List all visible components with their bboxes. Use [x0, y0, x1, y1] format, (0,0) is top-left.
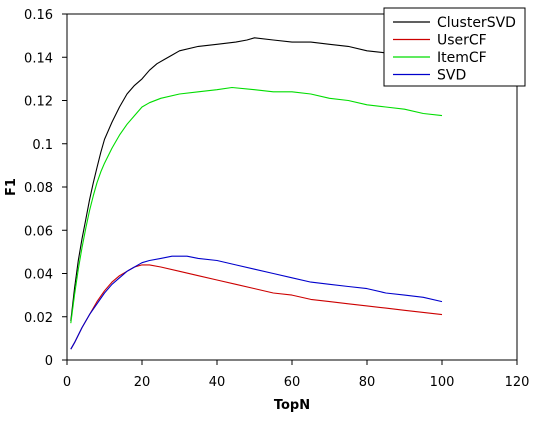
y-tick-label: 0.06	[24, 224, 53, 239]
x-tick-label: 40	[209, 375, 226, 390]
legend-label-usercf: UserCF	[437, 33, 487, 49]
x-tick-label: 60	[284, 375, 301, 390]
y-tick-label: 0	[45, 354, 53, 369]
x-axis-title: TopN	[274, 398, 310, 413]
y-tick-label: 0.14	[24, 51, 53, 66]
y-tick-label: 0.04	[24, 268, 53, 283]
x-tick-label: 120	[505, 375, 530, 390]
legend-label-clustersvd: ClusterSVD	[437, 15, 516, 31]
series-line-svd	[70, 255, 443, 350]
series-line-clustersvd	[70, 37, 443, 322]
x-tick-label: 0	[63, 375, 71, 390]
legend-label-itemcf: ItemCF	[437, 50, 487, 66]
x-tick-label: 20	[134, 375, 151, 390]
x-tick-label: 100	[430, 375, 455, 390]
y-tick-label: 0.1	[32, 138, 53, 153]
series-line-itemcf	[70, 86, 443, 324]
x-tick-label: 80	[359, 375, 376, 390]
legend-label-svd: SVD	[437, 68, 466, 84]
y-tick-label: 0.12	[24, 95, 53, 110]
y-tick-label: 0.08	[24, 181, 53, 196]
y-tick-label: 0.02	[24, 311, 53, 326]
y-axis-title: F1	[4, 178, 19, 196]
series-line-usercf	[70, 264, 443, 350]
legend-box	[383, 7, 526, 87]
y-tick-label: 0.16	[24, 8, 53, 23]
